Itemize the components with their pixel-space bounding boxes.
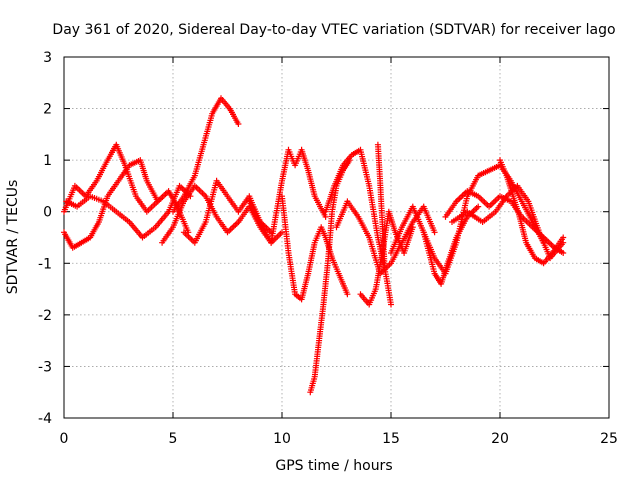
series-sat-b — [61, 157, 161, 251]
x-tick-label: 10 — [273, 431, 291, 447]
grid — [64, 57, 609, 418]
data-points-sat-b — [61, 157, 161, 251]
data-points-sat-h — [279, 193, 351, 303]
series-sat-m — [374, 141, 388, 267]
y-axis-label: SDTVAR / TECUs — [5, 180, 21, 295]
x-axis-label: GPS time / hours — [275, 458, 392, 474]
data-points-sat-r — [497, 157, 567, 267]
y-tick-label: 3 — [43, 50, 52, 66]
series-sat-d — [170, 95, 242, 215]
x-tick-label: 0 — [60, 431, 69, 447]
series-sat-p — [442, 188, 567, 256]
series-sat-o — [420, 162, 547, 277]
y-tick-label: 0 — [43, 205, 52, 221]
data-points-sat-l — [357, 208, 416, 308]
chart-title: Day 361 of 2020, Sidereal Day-to-day VTE… — [52, 22, 615, 38]
x-tick-label: 25 — [600, 431, 618, 447]
series-sat-l — [357, 208, 416, 308]
x-tick-label: 5 — [169, 431, 178, 447]
y-tick-label: -3 — [38, 359, 52, 375]
y-tick-label: -4 — [38, 411, 52, 427]
y-tick-label: -1 — [38, 256, 52, 272]
plot-frame — [63, 56, 610, 419]
series-sat-c — [63, 182, 194, 241]
axis-ticks — [63, 56, 610, 419]
data-points-sat-c — [63, 182, 194, 241]
y-tick-label: 1 — [43, 153, 52, 169]
x-axis-tick-labels: 0 5 10 15 20 25 — [60, 431, 618, 447]
data-points-sat-p — [442, 188, 567, 256]
series-sat-r — [497, 157, 567, 267]
series-sat-g — [246, 146, 329, 246]
data-points-sat-g — [246, 146, 329, 246]
data-points-sat-m — [374, 141, 388, 267]
y-tick-label: -2 — [38, 308, 52, 324]
data-points-sat-d — [170, 95, 242, 215]
y-tick-label: 2 — [43, 102, 52, 118]
y-axis-tick-labels: -4 -3 -2 -1 0 1 2 3 — [38, 50, 52, 427]
data-series — [61, 95, 567, 396]
series-sat-h — [279, 193, 351, 303]
data-points-sat-o — [420, 162, 547, 277]
x-tick-label: 20 — [491, 431, 509, 447]
x-tick-label: 15 — [382, 431, 400, 447]
